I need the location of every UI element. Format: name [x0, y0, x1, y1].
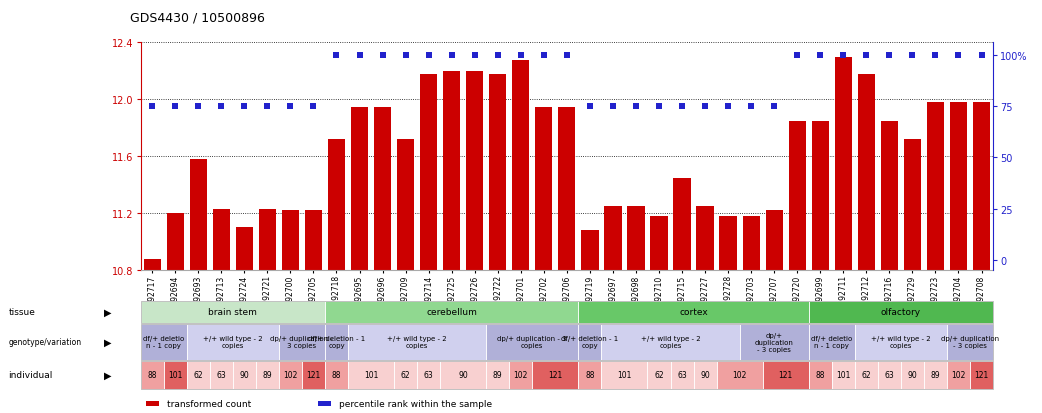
- Text: df/+ deletion - 1
copy: df/+ deletion - 1 copy: [562, 335, 619, 349]
- Text: GDS4430 / 10500896: GDS4430 / 10500896: [130, 12, 265, 25]
- Text: 121: 121: [548, 370, 563, 380]
- Bar: [144, 259, 160, 271]
- Bar: [351, 107, 368, 271]
- Text: 121: 121: [778, 370, 793, 380]
- Text: 90: 90: [458, 370, 468, 380]
- Bar: [950, 103, 967, 271]
- Text: tissue: tissue: [8, 308, 35, 317]
- Text: 89: 89: [263, 370, 272, 380]
- Text: +/+ wild type - 2
copies: +/+ wild type - 2 copies: [203, 335, 263, 349]
- Text: dp/+ duplication - 3
copies: dp/+ duplication - 3 copies: [497, 335, 567, 349]
- Text: 63: 63: [217, 370, 226, 380]
- Bar: [812, 121, 828, 271]
- Text: 101: 101: [836, 370, 850, 380]
- Bar: [903, 140, 921, 271]
- Bar: [926, 103, 944, 271]
- Bar: [512, 60, 529, 271]
- Bar: [673, 178, 691, 271]
- Text: 62: 62: [862, 370, 871, 380]
- Bar: [835, 57, 852, 271]
- Text: 102: 102: [514, 370, 528, 380]
- Text: cortex: cortex: [679, 308, 708, 317]
- Bar: [190, 160, 207, 271]
- Text: 62: 62: [654, 370, 664, 380]
- Text: ▶: ▶: [103, 370, 111, 380]
- Text: 89: 89: [931, 370, 940, 380]
- Bar: [281, 211, 299, 271]
- Text: 88: 88: [816, 370, 825, 380]
- Bar: [743, 216, 760, 271]
- Bar: [466, 72, 483, 271]
- Bar: [789, 121, 805, 271]
- Bar: [604, 206, 622, 271]
- Bar: [328, 140, 345, 271]
- Bar: [696, 206, 714, 271]
- Bar: [559, 107, 575, 271]
- Text: 63: 63: [424, 370, 433, 380]
- Text: cerebellum: cerebellum: [426, 308, 477, 317]
- Text: 102: 102: [283, 370, 298, 380]
- Text: 88: 88: [147, 370, 157, 380]
- Text: individual: individual: [8, 370, 53, 380]
- Bar: [420, 75, 438, 271]
- Bar: [719, 216, 737, 271]
- Text: 102: 102: [951, 370, 966, 380]
- Bar: [374, 107, 391, 271]
- Text: 101: 101: [617, 370, 631, 380]
- Bar: [489, 75, 506, 271]
- Text: 101: 101: [364, 370, 378, 380]
- Bar: [213, 209, 230, 271]
- Text: genotype/variation: genotype/variation: [8, 337, 81, 347]
- Bar: [397, 140, 415, 271]
- Text: 102: 102: [733, 370, 747, 380]
- Text: 63: 63: [677, 370, 687, 380]
- Text: 90: 90: [908, 370, 917, 380]
- Text: +/+ wild type - 2
copies: +/+ wild type - 2 copies: [388, 335, 447, 349]
- Text: ▶: ▶: [103, 307, 111, 317]
- Text: transformed count: transformed count: [167, 399, 251, 408]
- Text: percentile rank within the sample: percentile rank within the sample: [339, 399, 492, 408]
- Text: +/+ wild type - 2
copies: +/+ wild type - 2 copies: [641, 335, 700, 349]
- Text: ▶: ▶: [103, 337, 111, 347]
- Bar: [880, 121, 898, 271]
- Bar: [973, 103, 990, 271]
- Text: 88: 88: [331, 370, 341, 380]
- Text: dp/+ duplication -
3 copies: dp/+ duplication - 3 copies: [271, 335, 333, 349]
- Text: +/+ wild type - 2
copies: +/+ wild type - 2 copies: [871, 335, 931, 349]
- Text: 62: 62: [194, 370, 203, 380]
- Bar: [443, 72, 461, 271]
- Text: 121: 121: [974, 370, 989, 380]
- Text: 90: 90: [700, 370, 710, 380]
- Bar: [536, 107, 552, 271]
- Bar: [235, 228, 253, 271]
- Text: df/+ deletion - 1
copy: df/+ deletion - 1 copy: [307, 335, 365, 349]
- Text: df/+ deletio
n - 1 copy: df/+ deletio n - 1 copy: [143, 335, 184, 349]
- Bar: [305, 211, 322, 271]
- Bar: [627, 206, 645, 271]
- Text: 88: 88: [586, 370, 595, 380]
- Text: olfactory: olfactory: [880, 308, 921, 317]
- Bar: [650, 216, 668, 271]
- Bar: [167, 214, 183, 271]
- Text: brain stem: brain stem: [208, 308, 257, 317]
- Text: 90: 90: [240, 370, 249, 380]
- Text: 62: 62: [401, 370, 411, 380]
- Bar: [581, 231, 598, 271]
- Text: 63: 63: [885, 370, 894, 380]
- Text: 121: 121: [306, 370, 321, 380]
- Bar: [858, 75, 875, 271]
- Bar: [766, 211, 783, 271]
- Bar: [258, 209, 276, 271]
- Text: df/+ deletio
n - 1 copy: df/+ deletio n - 1 copy: [811, 335, 852, 349]
- Text: dp/+ duplication
- 3 copies: dp/+ duplication - 3 copies: [941, 335, 999, 349]
- Text: dp/+
duplication
- 3 copies: dp/+ duplication - 3 copies: [754, 332, 794, 352]
- Text: 101: 101: [168, 370, 182, 380]
- Text: 89: 89: [493, 370, 502, 380]
